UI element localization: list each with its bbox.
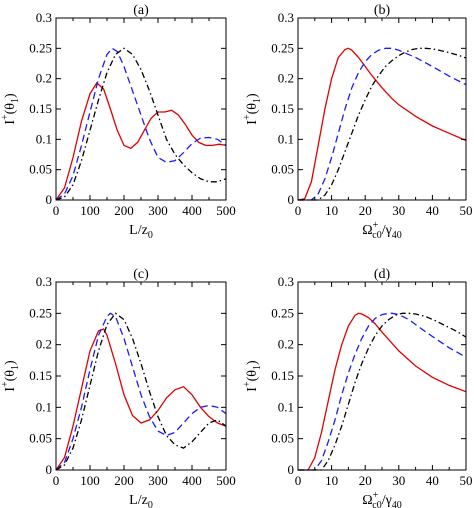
x-tick-label: 20 <box>359 203 372 218</box>
y-tick-label: 0.1 <box>278 131 294 146</box>
series-line-dashed <box>55 47 227 201</box>
x-axis-label: Ω+ c0/γ40 <box>362 220 402 241</box>
y-tick-label: 0.25 <box>271 305 294 320</box>
series-line-dashed <box>298 312 467 471</box>
y-tick-label: 0.25 <box>271 40 294 55</box>
series-line-solid <box>55 328 227 471</box>
y-tick-label: 0.05 <box>271 162 294 177</box>
y-axis-label: I+(θ1) <box>0 360 21 392</box>
y-tick-label: 0.1 <box>278 399 294 414</box>
x-tick-label: 0 <box>295 203 302 218</box>
x-tick-label: 300 <box>148 473 168 488</box>
series-line-solid <box>55 81 227 201</box>
y-tick-label: 0.15 <box>271 101 294 116</box>
x-tick-label: 30 <box>392 473 405 488</box>
y-tick-label: 0.2 <box>36 337 52 352</box>
y-tick-label: 0.2 <box>278 337 294 352</box>
x-tick-label: 400 <box>182 203 202 218</box>
panel-label: (b) <box>374 3 391 18</box>
panel-b: 0 10 20 30 40 50 0 0.05 0.1 0.15 0.2 0.25 0.3 (b) Ω+ c0… <box>242 3 473 241</box>
panel-label: (d) <box>374 267 391 282</box>
plot-frame <box>55 17 227 201</box>
x-tick-label: 50 <box>460 203 473 218</box>
y-tick-label: 0.25 <box>29 305 52 320</box>
y-tick-label: 0.2 <box>36 71 52 86</box>
x-tick-label: 50 <box>460 473 473 488</box>
y-tick-label: 0.05 <box>29 162 52 177</box>
panel-a: 0 100 200 300 400 500 0 0.05 0.1 0.15 0.2 0.25 0.3 (a… <box>0 3 236 241</box>
x-tick-label: 400 <box>182 473 202 488</box>
y-tick-label: 0.05 <box>29 431 52 446</box>
panel-label: (a) <box>133 3 149 18</box>
y-axis-label: I+(θ1) <box>0 93 21 125</box>
panel-d: 0 10 20 30 40 50 0 0.05 0.1 0.15 0.2 0.25 0.3 (d) Ω+ c0… <box>242 267 473 508</box>
y-tick-label: 0.25 <box>29 40 52 55</box>
x-tick-label: 200 <box>114 203 134 218</box>
plot-frame <box>297 17 467 201</box>
y-tick-label: 0.3 <box>36 274 52 289</box>
y-axis-label: I+(θ1) <box>242 93 263 125</box>
x-tick-label: 500 <box>216 473 236 488</box>
series-line-dashdot <box>298 47 467 201</box>
y-tick-label: 0.1 <box>36 399 52 414</box>
x-tick-label: 30 <box>392 203 405 218</box>
y-axis-label: I+(θ1) <box>242 360 263 392</box>
y-tick-label: 0 <box>46 192 53 207</box>
x-axis-label: L/z0 <box>129 493 153 508</box>
panel-c: 0 100 200 300 400 500 0 0.05 0.1 0.15 0.2 0.25 0.3 (c… <box>0 267 236 508</box>
x-tick-label: 10 <box>325 203 338 218</box>
x-axis-label: L/z0 <box>129 223 153 241</box>
x-tick-label: 100 <box>80 473 100 488</box>
series-line-dashdot <box>55 312 227 471</box>
y-tick-label: 0 <box>288 192 295 207</box>
y-tick-label: 0.15 <box>29 101 52 116</box>
y-tick-label: 0.1 <box>36 131 52 146</box>
x-axis-label: Ω+ c0/γ40 <box>362 490 402 508</box>
y-tick-label: 0.3 <box>278 10 294 25</box>
series-line-dashdot <box>298 312 467 471</box>
x-tick-label: 0 <box>53 203 60 218</box>
x-tick-label: 100 <box>80 203 100 218</box>
y-tick-label: 0.2 <box>278 71 294 86</box>
panel-label: (c) <box>133 267 149 282</box>
x-tick-label: 0 <box>53 473 60 488</box>
x-tick-label: 20 <box>359 473 372 488</box>
series-line-dashdot <box>55 47 227 201</box>
x-tick-label: 500 <box>216 203 236 218</box>
x-tick-label: 0 <box>295 473 302 488</box>
x-tick-label: 40 <box>426 203 439 218</box>
x-tick-label: 40 <box>426 473 439 488</box>
x-tick-label: 200 <box>114 473 134 488</box>
series-line-solid <box>297 47 467 201</box>
y-tick-label: 0.05 <box>271 431 294 446</box>
y-tick-label: 0 <box>46 462 53 477</box>
series-line-dashed <box>298 47 467 201</box>
y-tick-label: 0 <box>288 462 295 477</box>
y-tick-label: 0.15 <box>271 368 294 383</box>
series-line-solid <box>298 312 467 471</box>
y-tick-label: 0.3 <box>36 10 52 25</box>
series-line-dashed <box>55 312 227 471</box>
y-tick-label: 0.3 <box>278 274 294 289</box>
y-tick-label: 0.15 <box>29 368 52 383</box>
plot-frame <box>55 281 227 471</box>
x-tick-label: 300 <box>148 203 168 218</box>
plot-frame <box>297 281 467 471</box>
x-tick-label: 10 <box>325 473 338 488</box>
